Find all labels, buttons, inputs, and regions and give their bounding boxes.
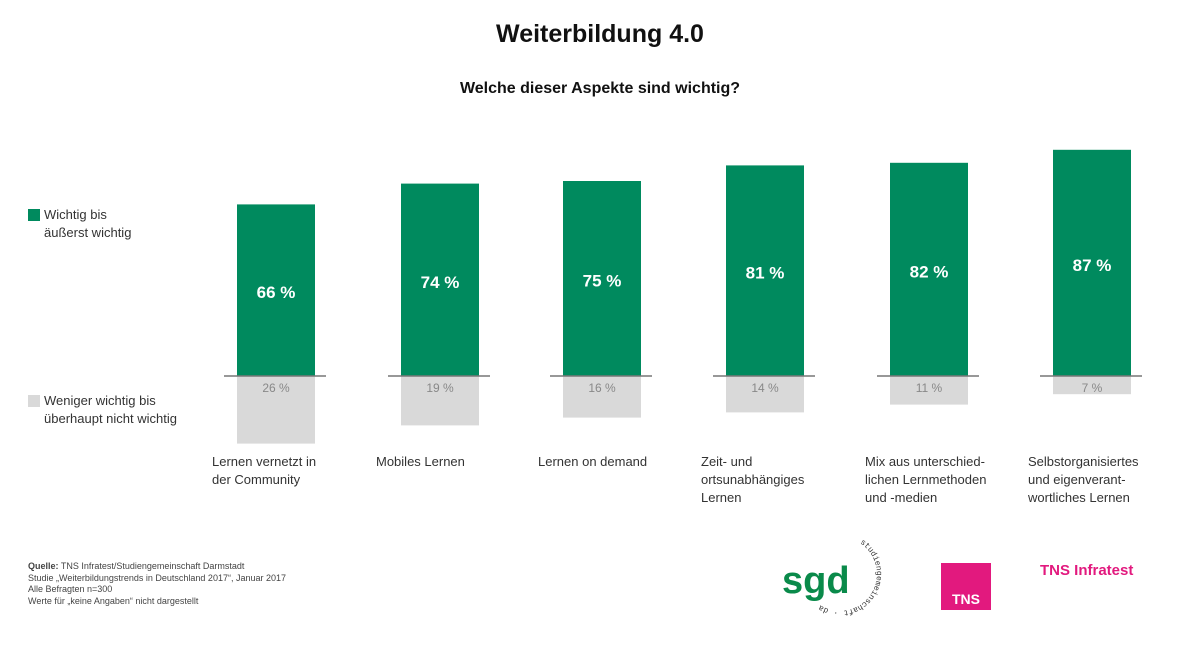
bar-negative	[890, 376, 968, 405]
tns-infratest-logo-text: TNS Infratest	[1040, 562, 1134, 579]
data-label-negative: 14 %	[751, 381, 779, 395]
data-label-negative: 26 %	[262, 381, 290, 395]
legend-label-positive: Wichtig bis äußerst wichtig	[44, 207, 132, 240]
bar-positive	[726, 165, 804, 376]
source-line-3: Alle Befragten n=300	[28, 584, 113, 594]
legend-swatch-gray	[28, 395, 40, 407]
source-note: Quelle: TNS Infratest/Studiengemeinschaf…	[28, 561, 286, 607]
data-label-negative: 19 %	[426, 381, 454, 395]
bar-positive	[401, 183, 479, 376]
source-line-2: Studie „Weiterbildungstrends in Deutschl…	[28, 572, 286, 583]
data-label-positive: 74 %	[421, 273, 460, 292]
bar-negative	[726, 376, 804, 413]
bar-positive	[1053, 149, 1131, 376]
category-label: Mix aus unterschied- lichen Lernmethoden…	[865, 454, 987, 505]
data-label-positive: 82 %	[910, 262, 949, 281]
tns-logo-box: TNS	[941, 563, 991, 610]
data-label-positive: 66 %	[257, 283, 296, 302]
data-label-positive: 87 %	[1073, 256, 1112, 275]
data-label-negative: 16 %	[588, 381, 616, 395]
source-label: Quelle:	[28, 561, 59, 571]
bar-positive	[563, 181, 641, 376]
sgd-logo: sgd studiengemeinschaft · darmstadt	[780, 535, 883, 617]
chart-title: Weiterbildung 4.0	[496, 20, 704, 48]
legend-label-negative: Weniger wichtig bis überhaupt nicht wich…	[44, 393, 177, 426]
sgd-logo-text: sgd	[782, 560, 850, 602]
bar-positive	[237, 204, 315, 376]
source-line-4: Werte für „keine Angaben“ nicht dargeste…	[28, 595, 199, 606]
bar-negative	[237, 376, 315, 444]
bar-negative	[1053, 376, 1131, 395]
data-label-positive: 75 %	[583, 272, 622, 291]
legend-swatch-green	[28, 209, 40, 221]
data-label-negative: 11 %	[916, 381, 943, 395]
source-line-1: TNS Infratest/Studiengemeinschaft Darmst…	[58, 561, 245, 571]
legend-item-positive: Wichtig bis äußerst wichtig	[28, 206, 131, 242]
bar-positive	[890, 162, 968, 376]
data-label-positive: 81 %	[746, 264, 785, 283]
category-label: Zeit- und ortsunabhängiges Lernen	[701, 454, 805, 505]
category-label: Lernen vernetzt in der Community	[212, 454, 317, 487]
category-label: Mobiles Lernen	[376, 454, 465, 469]
legend-item-negative: Weniger wichtig bis überhaupt nicht wich…	[28, 392, 177, 428]
bar-negative	[563, 376, 641, 418]
category-label: Lernen on demand	[538, 454, 648, 469]
chart-subtitle: Welche dieser Aspekte sind wichtig?	[459, 80, 741, 97]
bar-negative	[401, 376, 479, 426]
category-label: Selbstorganisiertes und eigenverant- wor…	[1028, 454, 1139, 505]
data-label-negative: 7 %	[1082, 381, 1103, 395]
